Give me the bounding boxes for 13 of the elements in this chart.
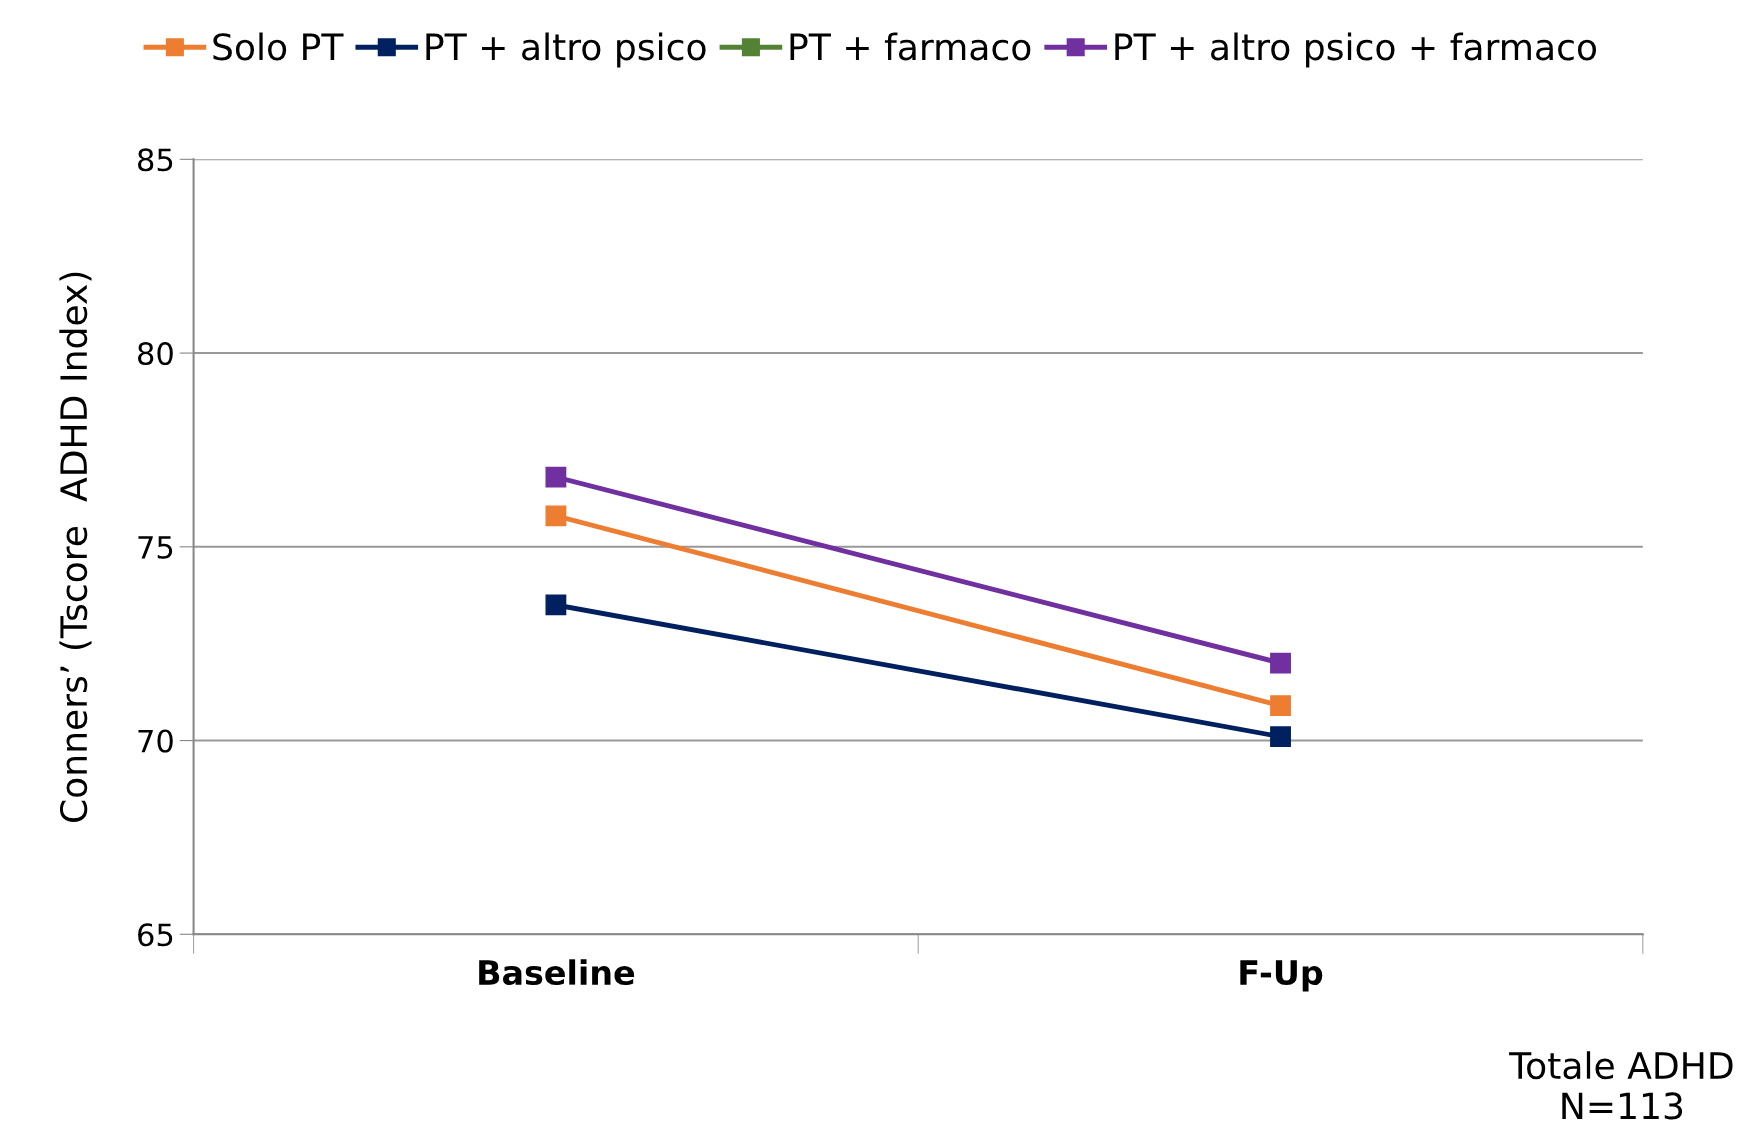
y-tick-label: 65	[138, 923, 173, 947]
y-tick-label: 75	[138, 536, 173, 559]
legend-label: PT + altro psico	[426, 32, 706, 68]
y-tick-label: 70	[138, 729, 173, 753]
legend-label: Solo PT	[213, 32, 344, 61]
legend-label: PT + farmaco	[790, 32, 1031, 61]
y-tick-label: 85	[138, 148, 173, 172]
y-tick-label: 80	[138, 342, 173, 366]
x-tick-label: F-Up	[1240, 960, 1323, 992]
text: Totale ADHD N=113	[1509, 1051, 1733, 1120]
legend-label: PT + altro psico + farmaco	[1115, 32, 1597, 68]
y-axis-title: Conners’ (Tscore ADHD Index)	[59, 272, 92, 823]
x-tick-label: Baseline	[479, 959, 635, 986]
